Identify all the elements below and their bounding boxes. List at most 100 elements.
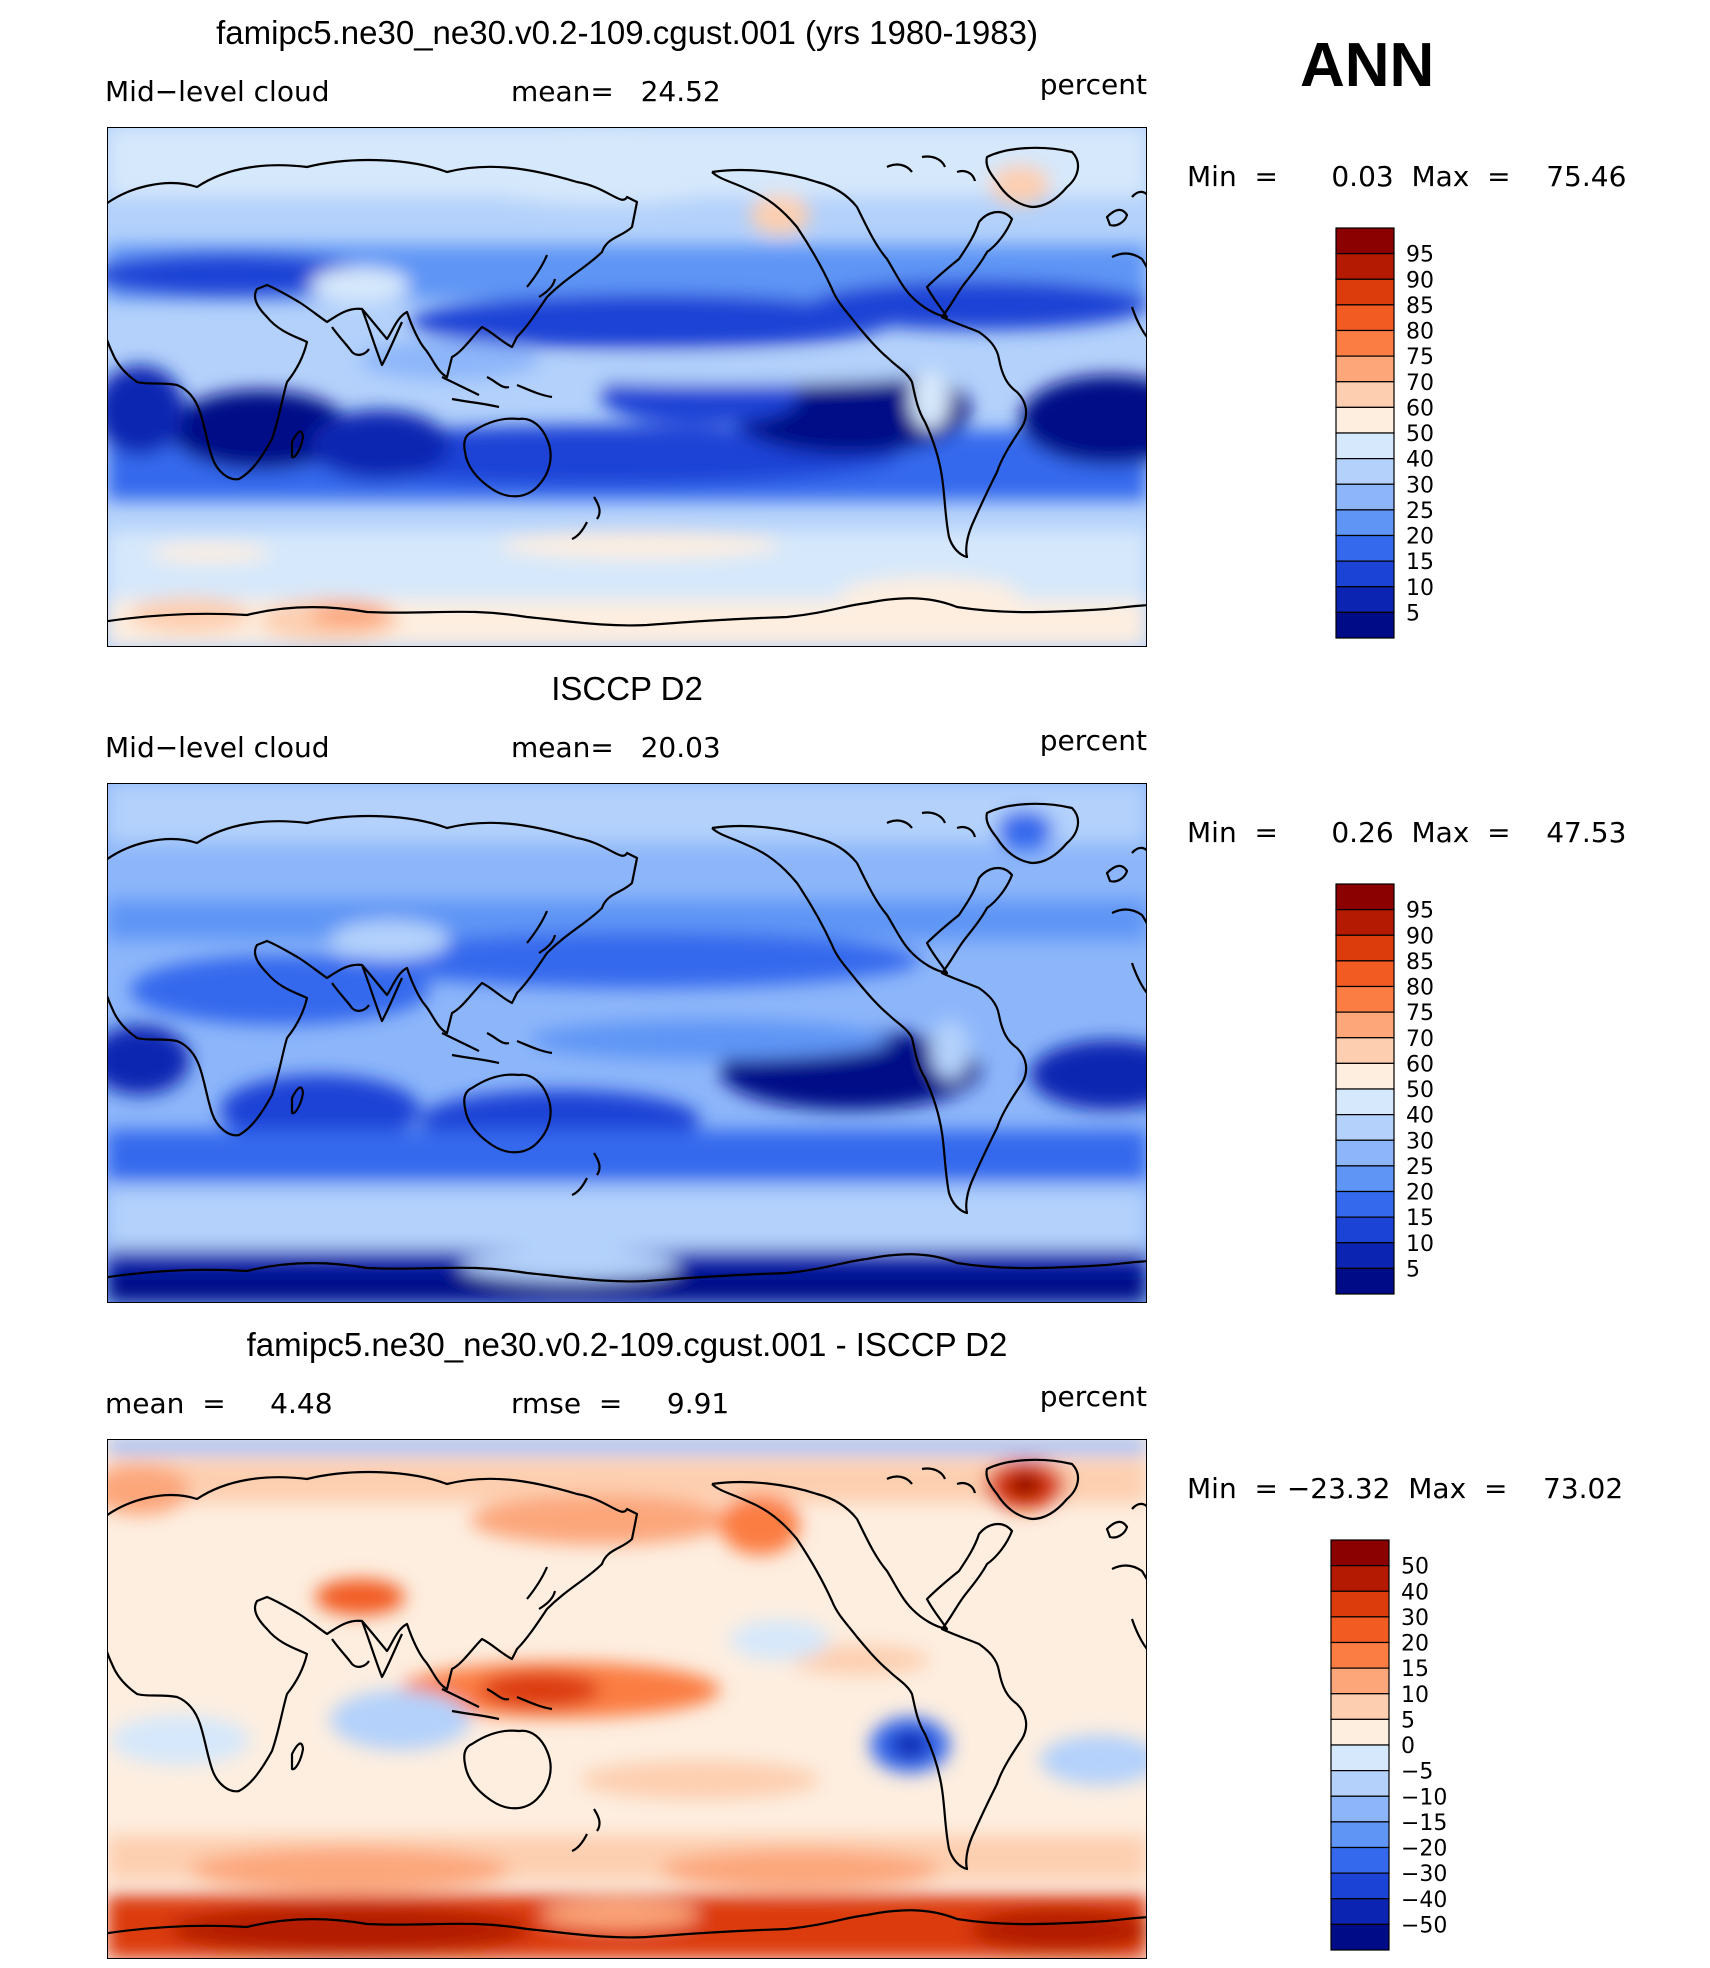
variable-label: Mid−level cloud <box>105 75 329 108</box>
panel-diff: famipc5.ne30_ne30.v0.2-109.cgust.001 - I… <box>105 1326 1623 1959</box>
colorbar-tick-label: 25 <box>1406 1155 1434 1180</box>
colorbar-tick-label: 5 <box>1406 1257 1420 1282</box>
colorbar-tick-label: 5 <box>1401 1708 1415 1733</box>
mean-label: mean = 4.48 <box>105 1387 333 1420</box>
colorbar-swatch <box>1330 1821 1390 1849</box>
minmax-label: Min = 0.26 Max = 47.53 <box>1187 816 1626 849</box>
colorbar-swatch <box>1335 1190 1395 1218</box>
colorbar-swatch <box>1330 1616 1390 1644</box>
minmax-label: Min = 0.03 Max = 75.46 <box>1187 160 1626 193</box>
colorbar-swatch <box>1330 1846 1390 1874</box>
colorbar-swatch <box>1335 227 1395 255</box>
variable-label: Mid−level cloud <box>105 731 329 764</box>
map-field <box>107 1439 1147 1959</box>
colorbar-tick-label: 75 <box>1406 345 1434 370</box>
colorbar-tick-label: 20 <box>1401 1632 1429 1657</box>
colorbar-tick-label: 10 <box>1401 1683 1429 1708</box>
colorbar-tick-label: 95 <box>1406 243 1434 268</box>
map-field <box>107 783 1147 1303</box>
colorbar-tick-label: 40 <box>1406 448 1434 473</box>
colorbar-tick-label: 10 <box>1406 1232 1434 1257</box>
colorbar-tick-label: 25 <box>1406 499 1434 524</box>
colorbar-swatch <box>1335 1037 1395 1064</box>
colorbar-tick-label: 85 <box>1406 294 1434 319</box>
colorbar-tick-label: 20 <box>1406 525 1434 550</box>
colorbar-tick-label: 10 <box>1406 576 1434 601</box>
colorbar-swatch <box>1335 1242 1395 1269</box>
colorbar-swatch <box>1330 1667 1390 1695</box>
rmse-label: rmse = 9.91 <box>511 1387 729 1420</box>
colorbar-swatch <box>1335 985 1395 1013</box>
colorbar-tick-label: 15 <box>1401 1657 1429 1682</box>
units-label: percent <box>1040 68 1147 101</box>
colorbar-swatch <box>1335 355 1395 383</box>
colorbar-swatch <box>1335 1165 1395 1193</box>
minmax-label: Min = −23.32 Max = 73.02 <box>1187 1472 1623 1505</box>
colorbar-tick-label: 40 <box>1406 1104 1434 1129</box>
colorbar-tick-label: 50 <box>1406 1078 1434 1103</box>
colorbar-tick-label: −50 <box>1401 1913 1447 1938</box>
colorbar-tick-label: 50 <box>1401 1555 1429 1580</box>
colorbar-swatch <box>1330 1795 1390 1823</box>
colorbar-tick-label: 70 <box>1406 1027 1434 1052</box>
colorbar-swatch <box>1335 1216 1395 1244</box>
colorbar-swatch <box>1335 1062 1395 1090</box>
colorbar-tick-label: 85 <box>1406 950 1434 975</box>
mean-label: mean= 20.03 <box>511 731 721 764</box>
colorbar-swatch <box>1335 560 1395 588</box>
colorbar-tick-label: 30 <box>1406 473 1434 498</box>
colorbar-swatch <box>1330 1539 1390 1567</box>
panel-title: famipc5.ne30_ne30.v0.2-109.cgust.001 (yr… <box>216 14 1038 51</box>
colorbar-swatch <box>1335 909 1395 936</box>
colorbar-tick-label: −20 <box>1401 1837 1447 1862</box>
colorbar-swatch <box>1335 1267 1395 1295</box>
colorbar-tick-label: −40 <box>1401 1888 1447 1913</box>
units-label: percent <box>1040 1380 1147 1413</box>
colorbar-swatch <box>1330 1923 1390 1951</box>
panel-title: ISCCP D2 <box>551 670 703 707</box>
colorbar-swatch <box>1335 960 1395 988</box>
colorbar-swatch <box>1330 1770 1390 1797</box>
colorbar-swatch <box>1335 1139 1395 1167</box>
colorbar-tick-label: 80 <box>1406 976 1434 1001</box>
panel-title: famipc5.ne30_ne30.v0.2-109.cgust.001 - I… <box>247 1326 1008 1363</box>
colorbar-swatch <box>1335 483 1395 511</box>
colorbar-tick-label: 90 <box>1406 268 1434 293</box>
colorbar-tick-label: 50 <box>1406 422 1434 447</box>
season-label: ANN <box>1300 31 1434 100</box>
colorbar-tick-label: −30 <box>1401 1862 1447 1887</box>
panel-obs: ISCCP D2 Mid−level cloud mean= 20.03 per… <box>105 670 1626 1303</box>
colorbar-swatch <box>1335 253 1395 280</box>
colorbar-swatch <box>1330 1641 1390 1669</box>
colorbar-tick-label: −10 <box>1401 1785 1447 1810</box>
colorbar-tick-label: 80 <box>1406 320 1434 345</box>
colorbar-tick-label: −15 <box>1401 1811 1447 1836</box>
colorbar-swatch <box>1330 1565 1390 1592</box>
colorbar-swatch <box>1335 1011 1395 1039</box>
colorbar-tick-label: 0 <box>1401 1734 1415 1759</box>
mean-label: mean= 24.52 <box>511 75 721 108</box>
colorbar-swatch <box>1335 458 1395 485</box>
colorbar-swatch <box>1335 509 1395 537</box>
colorbar-swatch <box>1335 329 1395 357</box>
colorbar-swatch <box>1335 586 1395 613</box>
colorbar-swatch <box>1330 1693 1390 1720</box>
units-label: percent <box>1040 724 1147 757</box>
map-field <box>107 127 1147 647</box>
colorbar-tick-label: 60 <box>1406 1052 1434 1077</box>
colorbar-tick-label: 40 <box>1401 1580 1429 1605</box>
colorbar-swatch <box>1335 534 1395 562</box>
colorbar-swatch <box>1335 278 1395 306</box>
colorbar-swatch <box>1330 1718 1390 1746</box>
colorbar-tick-label: 90 <box>1406 924 1434 949</box>
colorbar-swatch <box>1335 406 1395 434</box>
colorbar-tick-label: 70 <box>1406 371 1434 396</box>
colorbar-tick-label: 15 <box>1406 550 1434 575</box>
colorbar-tick-label: 60 <box>1406 396 1434 421</box>
colorbar-swatch <box>1330 1590 1390 1618</box>
colorbar-swatch <box>1335 1088 1395 1116</box>
